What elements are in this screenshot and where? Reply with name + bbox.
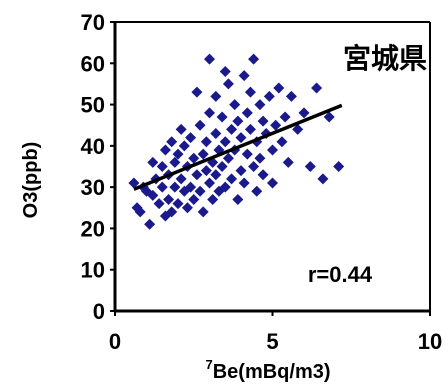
data-point <box>226 173 237 184</box>
data-point <box>242 149 253 160</box>
correlation-annotation: r=0.44 <box>308 262 373 287</box>
data-point <box>251 186 262 197</box>
y-axis-label-text: O3(ppb) <box>20 142 42 219</box>
data-point <box>286 91 297 102</box>
data-point <box>223 78 234 89</box>
chart-title: 宮城県 <box>343 42 427 75</box>
data-point <box>217 111 228 122</box>
data-point <box>245 124 256 135</box>
data-point <box>311 83 322 94</box>
x-tick-label: 5 <box>266 329 278 354</box>
data-point <box>204 54 215 65</box>
data-point <box>239 178 250 189</box>
data-point <box>207 194 218 205</box>
data-point <box>220 66 231 77</box>
data-point <box>280 111 291 122</box>
y-axis-label: O3(ppb) <box>20 142 42 219</box>
data-point <box>273 83 284 94</box>
data-point <box>163 194 174 205</box>
data-point <box>276 136 287 147</box>
data-point <box>176 124 187 135</box>
data-point <box>157 182 168 193</box>
data-point <box>179 140 190 151</box>
data-point <box>245 87 256 98</box>
data-point <box>198 206 209 217</box>
y-tick-label: 0 <box>93 299 105 324</box>
data-point <box>248 54 259 65</box>
y-tick-label: 50 <box>81 93 105 118</box>
data-point <box>267 144 278 155</box>
data-point <box>154 198 165 209</box>
x-axis-label-superscript: 7 <box>205 357 212 372</box>
data-point <box>305 161 316 172</box>
y-tick-label: 30 <box>81 175 105 200</box>
data-point <box>210 169 221 180</box>
data-point <box>191 169 202 180</box>
y-tick-label: 20 <box>81 216 105 241</box>
data-point <box>188 194 199 205</box>
data-point <box>283 157 294 168</box>
data-point <box>254 99 265 110</box>
data-point <box>242 107 253 118</box>
data-point <box>210 91 221 102</box>
data-point <box>258 169 269 180</box>
data-point <box>201 165 212 176</box>
data-point <box>258 116 269 127</box>
data-points <box>128 54 344 230</box>
data-point <box>210 128 221 139</box>
x-axis-label-text: Be(mBq/m3) <box>213 361 331 383</box>
data-point <box>204 178 215 189</box>
data-point <box>217 161 228 172</box>
data-point <box>185 132 196 143</box>
data-point <box>195 120 206 131</box>
data-point <box>182 202 193 213</box>
x-tick-label: 10 <box>418 329 442 354</box>
data-point <box>144 219 155 230</box>
data-point <box>239 70 250 81</box>
data-point <box>264 91 275 102</box>
y-tick-label: 10 <box>81 258 105 283</box>
data-point <box>160 144 171 155</box>
data-point <box>166 136 177 147</box>
data-point <box>147 157 158 168</box>
data-point <box>195 186 206 197</box>
data-point <box>204 107 215 118</box>
x-axis-label: 7Be(mBq/m3) <box>205 357 330 383</box>
data-point <box>201 136 212 147</box>
data-point <box>157 161 168 172</box>
data-point <box>226 124 237 135</box>
data-point <box>229 99 240 110</box>
data-point <box>232 194 243 205</box>
y-tick-label: 60 <box>81 51 105 76</box>
data-point <box>317 173 328 184</box>
data-point <box>299 107 310 118</box>
data-point <box>248 161 259 172</box>
data-point <box>236 132 247 143</box>
x-tick-label: 0 <box>109 329 121 354</box>
data-point <box>236 165 247 176</box>
data-point <box>169 182 180 193</box>
data-point <box>267 178 278 189</box>
data-point <box>254 153 265 164</box>
y-tick-label: 40 <box>81 134 105 159</box>
data-point <box>176 173 187 184</box>
data-point <box>232 116 243 127</box>
data-point <box>220 136 231 147</box>
y-tick-label: 70 <box>81 10 105 35</box>
data-point <box>191 87 202 98</box>
data-point <box>173 198 184 209</box>
data-point <box>333 161 344 172</box>
